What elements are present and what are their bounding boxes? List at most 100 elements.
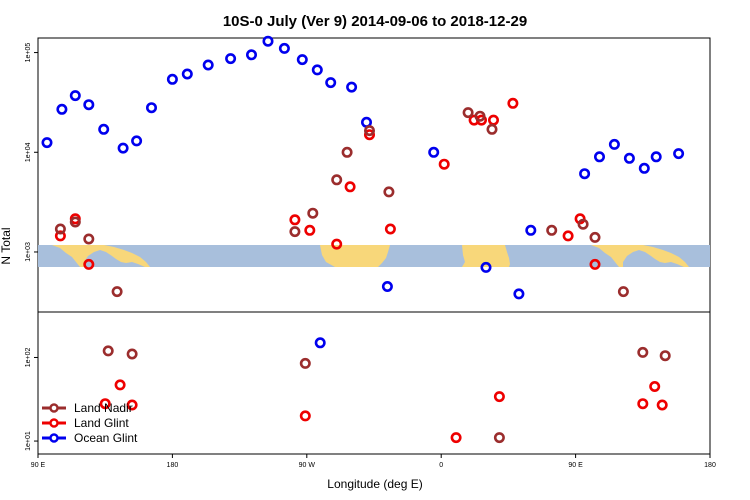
map-band (38, 245, 710, 267)
map-land-south-america (320, 245, 390, 267)
data-point-land-glint (562, 230, 574, 242)
data-point-ocean-glint (262, 35, 274, 47)
data-point-land-glint (114, 379, 126, 391)
chart-title: 10S-0 July (Ver 9) 2014-09-06 to 2018-12… (223, 13, 527, 30)
data-point-ocean-glint (579, 168, 591, 180)
data-point-land-glint (656, 399, 668, 411)
upper-data-points (41, 35, 685, 300)
data-point-ocean-glint (650, 151, 662, 163)
data-point-land-nadir (462, 107, 474, 119)
data-point-land-glint (299, 410, 311, 422)
data-point-land-glint (289, 214, 301, 226)
legend-marker (49, 433, 59, 443)
legend-label: Land Nadir (74, 401, 133, 415)
legend-marker (49, 418, 59, 428)
data-point-land-nadir (637, 346, 649, 358)
x-tick-label: 90 E (31, 462, 46, 469)
data-point-land-glint (493, 391, 505, 403)
data-point-land-glint (589, 258, 601, 270)
x-axis: 90 E 180 90 W 0 90 E 180 (31, 454, 716, 469)
upper-panel: 1e+03 1e+04 1e+05 (25, 35, 711, 313)
data-point-land-nadir (659, 350, 671, 362)
data-point-land-nadir (363, 125, 375, 137)
legend-marker (49, 403, 59, 413)
data-point-ocean-glint (202, 59, 214, 71)
data-point-ocean-glint (381, 280, 393, 292)
lower-panel: 1e+01 1e+02 (25, 311, 711, 455)
data-point-land-nadir (486, 123, 498, 135)
data-point-land-glint (438, 158, 450, 170)
data-point-land-glint (487, 114, 499, 126)
data-point-ocean-glint (608, 138, 620, 150)
data-point-ocean-glint (314, 337, 326, 349)
data-point-land-glint (331, 238, 343, 250)
upper-y-axis: 1e+03 1e+04 1e+05 (25, 43, 38, 262)
data-point-ocean-glint (673, 148, 685, 160)
data-point-land-glint (450, 432, 462, 444)
legend-label: Land Glint (74, 416, 129, 430)
upper-y-tick-label: 1e+05 (25, 43, 32, 63)
data-point-land-glint (99, 398, 111, 410)
data-point-land-nadir (299, 357, 311, 369)
map-land-africa (462, 245, 510, 267)
data-point-ocean-glint (311, 64, 323, 76)
x-tick-label: 90 E (568, 462, 583, 469)
map-land-maritime-asia-2 (591, 245, 689, 267)
data-point-land-glint (83, 258, 95, 270)
data-point-land-glint (126, 399, 138, 411)
data-point-land-glint (344, 181, 356, 193)
data-point-ocean-glint (246, 49, 258, 61)
data-point-ocean-glint (117, 142, 129, 154)
data-point-ocean-glint (325, 77, 337, 89)
x-tick-label: 0 (439, 462, 443, 469)
data-point-land-nadir (102, 345, 114, 357)
data-point-ocean-glint (131, 135, 143, 147)
legend-label: Ocean Glint (74, 431, 138, 445)
data-point-land-nadir (617, 286, 629, 298)
data-point-land-nadir (289, 226, 301, 238)
data-point-ocean-glint (480, 261, 492, 273)
data-point-land-nadir (589, 231, 601, 243)
data-point-ocean-glint (83, 99, 95, 111)
data-point-land-glint (54, 230, 66, 242)
upper-panel-frame (37, 37, 711, 313)
data-point-ocean-glint (278, 42, 290, 54)
data-point-land-nadir (307, 207, 319, 219)
data-point-land-nadir (474, 110, 486, 122)
data-point-ocean-glint (98, 123, 110, 135)
data-point-land-glint (507, 97, 519, 109)
data-point-land-nadir (111, 286, 123, 298)
data-point-land-glint (384, 223, 396, 235)
data-point-land-nadir (126, 348, 138, 360)
data-point-ocean-glint (525, 224, 537, 236)
data-point-land-glint (363, 129, 375, 141)
data-point-ocean-glint (428, 146, 440, 158)
x-tick-label: 180 (167, 462, 179, 469)
data-point-ocean-glint (638, 162, 650, 174)
data-point-land-glint (649, 380, 661, 392)
data-point-land-nadir (69, 216, 81, 228)
lower-data-points (99, 337, 671, 444)
data-point-ocean-glint (41, 137, 53, 149)
map-land-maritime-asia (52, 245, 150, 267)
data-point-ocean-glint (513, 288, 525, 300)
data-point-land-glint (637, 398, 649, 410)
lower-y-tick-label: 1e+01 (25, 431, 32, 451)
data-point-ocean-glint (56, 103, 68, 115)
data-point-ocean-glint (181, 68, 193, 80)
lower-y-axis: 1e+01 1e+02 (25, 348, 38, 451)
x-tick-label: 90 W (299, 462, 316, 469)
x-axis-label: Longitude (deg E) (327, 477, 422, 491)
upper-y-tick-label: 1e+03 (25, 242, 32, 262)
data-point-land-glint (304, 224, 316, 236)
lower-panel-frame (37, 311, 711, 455)
data-point-ocean-glint (296, 54, 308, 66)
data-point-land-nadir (341, 146, 353, 158)
data-point-ocean-glint (146, 102, 158, 114)
upper-y-tick-label: 1e+04 (25, 142, 32, 162)
lower-y-tick-label: 1e+02 (25, 348, 32, 368)
data-point-ocean-glint (623, 152, 635, 164)
data-point-land-nadir (493, 432, 505, 444)
data-point-ocean-glint (225, 53, 237, 65)
